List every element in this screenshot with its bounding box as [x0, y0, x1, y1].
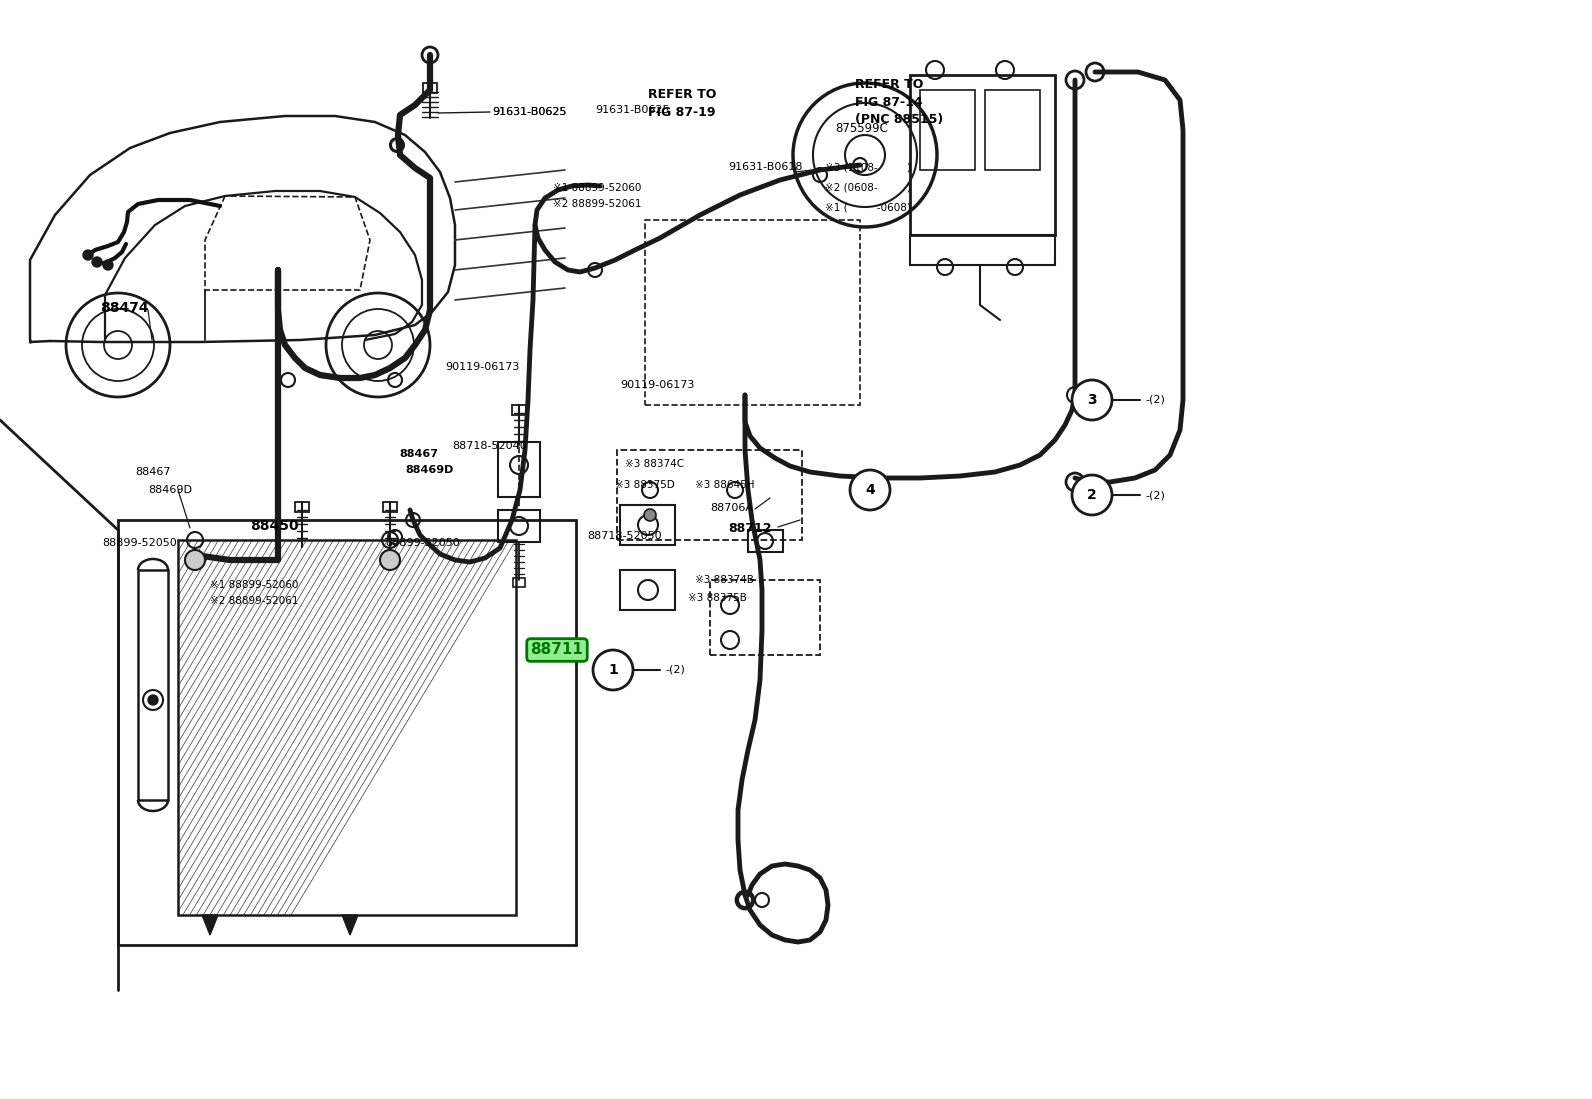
Bar: [619, 570, 675, 610]
Text: REFER TO: REFER TO: [855, 78, 923, 91]
Text: ※1 88899-52060: ※1 88899-52060: [552, 184, 642, 193]
Text: ※1 (         -0608): ※1 ( -0608): [825, 203, 911, 213]
Bar: [985, 90, 1040, 170]
Text: ※3 88374B: ※3 88374B: [696, 575, 755, 585]
Bar: [295, 502, 309, 512]
Circle shape: [645, 509, 656, 521]
Text: 4: 4: [864, 482, 876, 497]
Text: -(2): -(2): [1145, 395, 1165, 406]
Circle shape: [148, 695, 158, 704]
Text: ※3 88375D: ※3 88375D: [615, 480, 675, 490]
Text: 88718-52050: 88718-52050: [587, 531, 662, 541]
Text: 91631-B0625: 91631-B0625: [492, 107, 567, 116]
Text: 88712: 88712: [728, 522, 772, 534]
Circle shape: [380, 550, 400, 570]
Circle shape: [1071, 380, 1111, 420]
Text: 88474: 88474: [100, 301, 148, 315]
Text: 88450: 88450: [250, 519, 299, 533]
Bar: [619, 506, 675, 545]
Text: ※2 88899-52061: ※2 88899-52061: [210, 596, 299, 606]
Text: 88899-52050: 88899-52050: [385, 539, 460, 548]
Polygon shape: [202, 915, 218, 935]
Text: 91631-B0625: 91631-B0625: [492, 107, 567, 116]
Bar: [139, 570, 169, 800]
Text: 1: 1: [608, 663, 618, 677]
Text: ※3 88645H: ※3 88645H: [696, 480, 755, 490]
Bar: [384, 502, 396, 512]
Text: 88718-52040: 88718-52040: [452, 441, 527, 451]
Text: 2: 2: [1087, 488, 1097, 502]
Bar: [178, 540, 516, 915]
Text: 3: 3: [1087, 393, 1097, 407]
Text: -(2): -(2): [1145, 490, 1165, 500]
Bar: [645, 220, 860, 406]
Bar: [423, 84, 436, 93]
Text: 88899-52050: 88899-52050: [102, 539, 177, 548]
Bar: [513, 406, 525, 415]
Text: 88467: 88467: [135, 467, 170, 477]
Bar: [118, 520, 576, 945]
Circle shape: [185, 550, 205, 570]
Bar: [911, 235, 1055, 265]
Bar: [911, 75, 1055, 235]
Bar: [618, 449, 802, 540]
Text: ※2 88899-52061: ※2 88899-52061: [552, 199, 642, 209]
Text: FIG 87-14: FIG 87-14: [855, 96, 923, 109]
Circle shape: [850, 470, 890, 510]
Text: (PNC 88515): (PNC 88515): [855, 112, 942, 125]
Text: ※3 (1108-         ): ※3 (1108- ): [825, 163, 911, 173]
Text: 91631-B0625: 91631-B0625: [595, 106, 670, 115]
Text: 88469D: 88469D: [404, 465, 454, 475]
Circle shape: [92, 257, 102, 267]
Text: ※2 (0608-         ): ※2 (0608- ): [825, 184, 911, 193]
Bar: [498, 442, 540, 497]
Text: 90119-06173: 90119-06173: [619, 380, 694, 390]
Text: 88467: 88467: [400, 449, 438, 459]
Text: 88469D: 88469D: [148, 485, 193, 495]
Polygon shape: [342, 915, 358, 935]
Text: REFER TO: REFER TO: [648, 89, 716, 101]
Circle shape: [103, 260, 113, 270]
Bar: [513, 578, 525, 587]
Text: 875599C: 875599C: [836, 122, 888, 134]
Text: 91631-B0618: 91631-B0618: [728, 162, 802, 173]
Text: ※1 88899-52060: ※1 88899-52060: [210, 580, 298, 590]
Bar: [498, 510, 540, 542]
Circle shape: [1071, 475, 1111, 515]
Text: 88711: 88711: [530, 643, 583, 657]
Text: -(2): -(2): [665, 665, 685, 675]
Text: 90119-06173: 90119-06173: [446, 362, 519, 371]
Text: ※3 88375B: ※3 88375B: [688, 593, 747, 603]
Text: 88706A: 88706A: [710, 503, 753, 513]
Bar: [920, 90, 974, 170]
Bar: [748, 530, 783, 552]
Text: ※3 88374C: ※3 88374C: [626, 459, 685, 469]
Circle shape: [83, 249, 92, 260]
Bar: [710, 580, 820, 655]
Circle shape: [592, 650, 634, 690]
Text: FIG 87-19: FIG 87-19: [648, 106, 715, 119]
